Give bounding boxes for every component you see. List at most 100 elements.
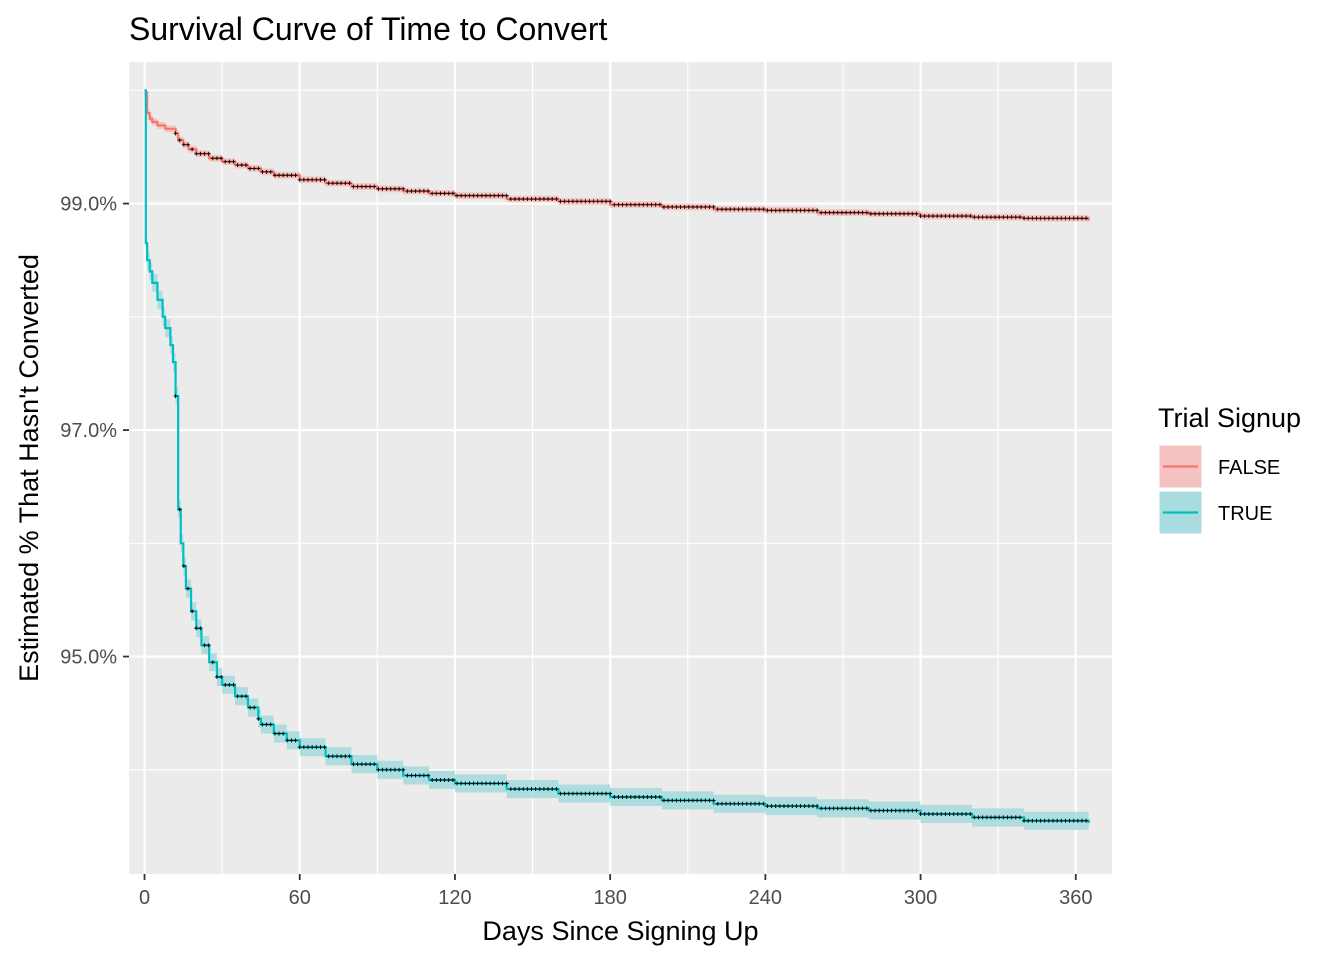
censor-mark [848,806,853,811]
legend-title: Trial Signup [1158,403,1301,433]
censor-mark [947,811,952,816]
censor-mark [951,214,956,219]
censor-mark [417,773,422,778]
y-tick-label: 97.0% [60,420,117,442]
censor-mark [690,798,695,803]
censor-mark [181,142,186,147]
censor-mark [641,202,646,207]
censor-mark [724,207,729,212]
censor-mark [322,177,327,182]
censor-mark [239,694,244,699]
censor-mark [455,193,460,198]
censor-mark [984,815,989,820]
censor-mark [231,682,236,687]
censor-mark [583,791,588,796]
censor-mark [802,208,807,213]
censor-mark [910,211,915,216]
censor-mark [599,199,604,204]
censor-mark [806,208,811,213]
censor-mark [864,806,869,811]
censor-mark [202,643,207,648]
censor-mark [1059,818,1064,823]
censor-mark [268,169,273,174]
censor-mark [839,806,844,811]
censor-mark [810,804,815,809]
censor-mark [500,193,505,198]
censor-mark [533,197,538,202]
censor-mark [1042,216,1047,221]
censor-mark [1009,215,1014,220]
y-tick-label: 99.0% [60,194,117,216]
censor-mark [935,811,940,816]
legend-label-false: FALSE [1218,457,1280,479]
censor-mark [219,674,224,679]
censor-mark [583,199,588,204]
censor-mark [695,798,700,803]
censor-mark [653,202,658,207]
censor-mark [910,808,915,813]
legend: Trial Signup FALSE TRUE [1158,403,1301,535]
censor-mark [256,166,261,171]
censor-mark [223,159,228,164]
censor-mark [533,787,538,792]
censor-mark [380,767,385,772]
censor-mark [521,197,526,202]
censor-mark [993,815,998,820]
censor-mark [906,211,911,216]
censor-mark [711,798,716,803]
x-tick-label: 180 [593,887,626,909]
censor-mark [351,184,356,189]
censor-mark [835,806,840,811]
censor-mark [570,199,575,204]
x-tick-label: 120 [438,887,471,909]
censor-marks-false [173,131,1089,221]
censor-mark [1067,818,1072,823]
censor-mark [918,811,923,816]
censor-mark [848,210,853,215]
censor-mark [682,798,687,803]
censor-mark [881,211,886,216]
censor-mark [243,163,248,168]
censor-mark [397,767,402,772]
censor-mark [728,207,733,212]
censor-mark [455,781,460,786]
censor-mark [765,208,770,213]
axes: 0 60 120 180 240 300 360 95.0% 97.0% 99.0% [60,194,1092,909]
censor-mark [492,781,497,786]
censor-mark [459,781,464,786]
censor-mark [368,762,373,767]
censor-mark [798,208,803,213]
censor-mark [206,643,211,648]
censor-mark [1022,818,1027,823]
censor-mark [964,811,969,816]
censor-mark [198,151,203,156]
censor-mark [707,204,712,209]
censor-mark [761,207,766,212]
censor-mark [781,208,786,213]
censor-mark [434,191,439,196]
censor-mark [839,210,844,215]
censor-mark [786,208,791,213]
censor-mark [579,791,584,796]
censor-mark [806,804,811,809]
censor-mark [409,189,414,194]
censor-mark [736,801,741,806]
censor-mark [1022,216,1027,221]
censor-mark [550,787,555,792]
censor-mark [719,801,724,806]
censor-mark [554,197,559,202]
censor-mark [413,773,418,778]
censor-mark [190,147,195,152]
censor-mark [815,804,820,809]
censor-mark [339,754,344,759]
censor-mark [591,791,596,796]
censor-mark [608,199,613,204]
censor-mark [446,191,451,196]
censor-mark [306,745,311,750]
censor-mark [595,199,600,204]
censor-mark [450,778,455,782]
censor-mark [293,173,298,178]
censor-mark [248,166,253,171]
censor-mark [827,806,832,811]
censor-mark [959,214,964,219]
